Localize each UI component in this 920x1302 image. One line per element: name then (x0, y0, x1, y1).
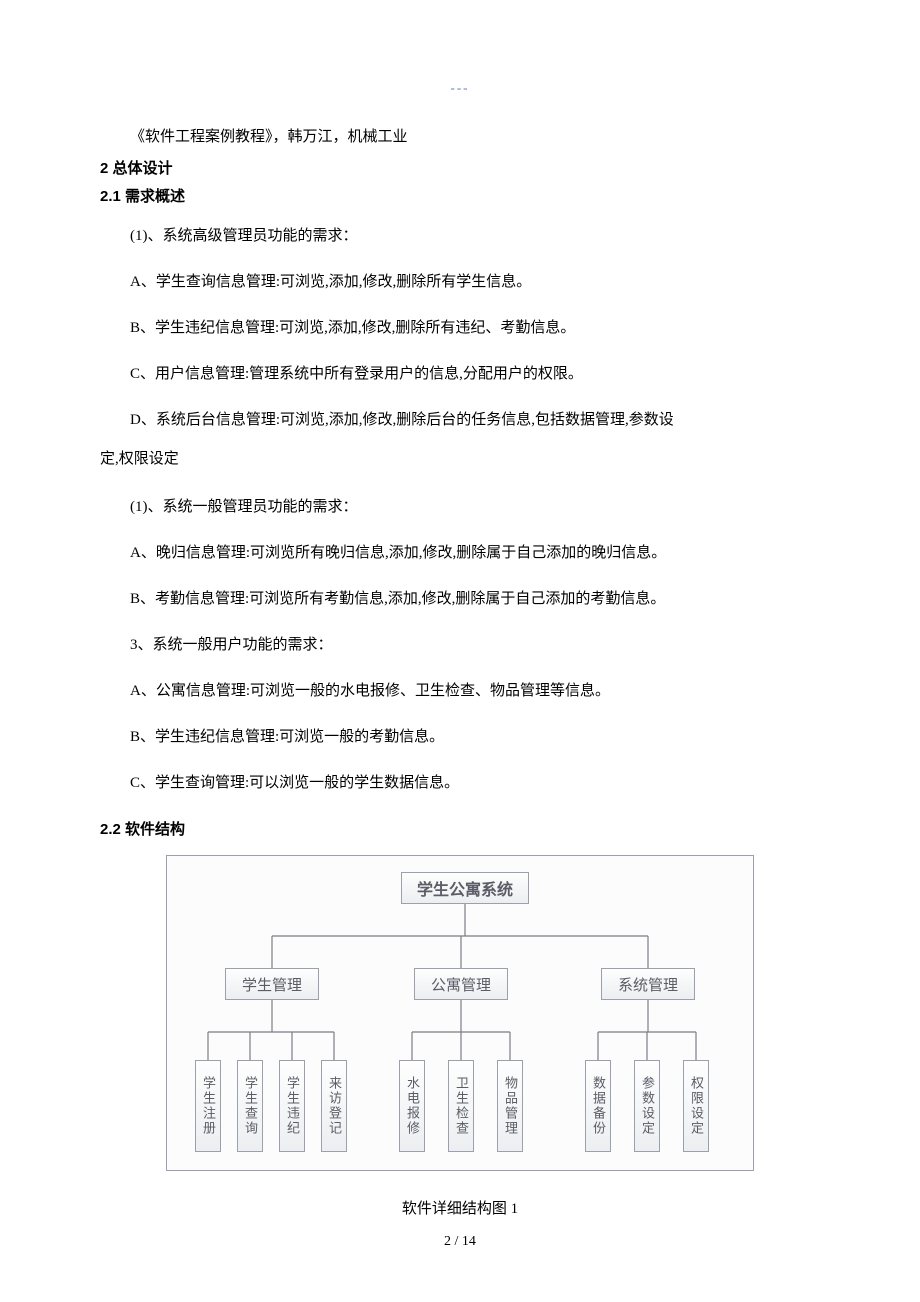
req-block-1: (1)、系统高级管理员功能的需求： A、学生查询信息管理:可浏览,添加,修改,删… (100, 216, 820, 440)
document-page: --- 《软件工程案例教程》，韩万江，机械工业 2 总体设计 2.1 需求概述 … (0, 0, 920, 1302)
item-3a: A、公寓信息管理:可浏览一般的水电报修、卫生检查、物品管理等信息。 (100, 671, 820, 711)
diagram-node-l23: 物品管理 (497, 1060, 523, 1152)
diagram-node-l13: 学生违纪 (279, 1060, 305, 1152)
item-2a: A、晚归信息管理:可浏览所有晚归信息,添加,修改,删除属于自己添加的晚归信息。 (100, 533, 820, 573)
item-2b: B、考勤信息管理:可浏览所有考勤信息,添加,修改,删除属于自己添加的考勤信息。 (100, 579, 820, 619)
diagram-node-root: 学生公寓系统 (401, 872, 529, 904)
item-1c: C、用户信息管理:管理系统中所有登录用户的信息,分配用户的权限。 (100, 354, 820, 394)
diagram-node-mid2: 公寓管理 (414, 968, 508, 1000)
diagram-node-l22: 卫生检查 (448, 1060, 474, 1152)
diagram-node-l12: 学生查询 (237, 1060, 263, 1152)
header-dashes: --- (100, 80, 820, 96)
item-3c: C、学生查询管理:可以浏览一般的学生数据信息。 (100, 763, 820, 803)
diagram-node-l14: 来访登记 (321, 1060, 347, 1152)
heading-2-1: 2.1 需求概述 (100, 184, 820, 210)
diagram-wrap: 学生公寓系统学生管理 公寓管理 系统管理学生注册学生查询学生违纪来访登记 水电报修卫生… (100, 855, 820, 1218)
heading-2-2: 2.2 软件结构 (100, 817, 820, 843)
diagram-caption: 软件详细结构图 1 (100, 1197, 820, 1218)
item-1a: A、学生查询信息管理:可浏览,添加,修改,删除所有学生信息。 (100, 262, 820, 302)
item-1b: B、学生违纪信息管理:可浏览,添加,修改,删除所有违纪、考勤信息。 (100, 308, 820, 348)
diagram-node-l11: 学生注册 (195, 1060, 221, 1152)
page-footer: 2 / 14 (0, 1234, 920, 1250)
structure-diagram: 学生公寓系统学生管理 公寓管理 系统管理学生注册学生查询学生违纪来访登记 水电报修卫生… (166, 855, 754, 1171)
req-block-2: (1)、系统一般管理员功能的需求： A、晚归信息管理:可浏览所有晚归信息,添加,… (100, 487, 820, 803)
item-3b: B、学生违纪信息管理:可浏览一般的考勤信息。 (100, 717, 820, 757)
diagram-node-mid3: 系统管理 (601, 968, 695, 1000)
item-3: 3、系统一般用户功能的需求： (100, 625, 820, 665)
diagram-node-mid1: 学生管理 (225, 968, 319, 1000)
intro-1: (1)、系统高级管理员功能的需求： (100, 216, 820, 256)
intro-2: (1)、系统一般管理员功能的需求： (100, 487, 820, 527)
heading-2: 2 总体设计 (100, 156, 820, 182)
item-1d-line1: D、系统后台信息管理:可浏览,添加,修改,删除后台的任务信息,包括数据管理,参数… (100, 400, 820, 440)
item-1d-line2: 定,权限设定 (100, 446, 820, 472)
ref-line: 《软件工程案例教程》，韩万江，机械工业 (100, 124, 820, 150)
diagram-node-l32: 参数设定 (634, 1060, 660, 1152)
diagram-node-l21: 水电报修 (399, 1060, 425, 1152)
diagram-node-l31: 数据备份 (585, 1060, 611, 1152)
diagram-node-l33: 权限设定 (683, 1060, 709, 1152)
